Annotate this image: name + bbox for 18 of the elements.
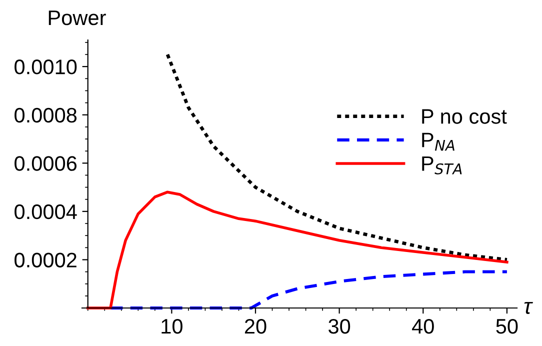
y-tick-label: 0.0004 [14, 204, 77, 220]
legend-label: P$_{NA}$ [422, 132, 454, 151]
line-series [86, 190, 508, 310]
x-tick-label: 30 [328, 318, 350, 334]
x-axis-title: τ [524, 302, 533, 314]
x-tick-label: 40 [412, 318, 434, 334]
y-tick-label: 0.0006 [14, 156, 77, 171]
y-tick-label: 0.0008 [14, 108, 77, 123]
line-series [166, 52, 509, 262]
legend-label: P no cost [422, 109, 507, 124]
x-tick-label: 10 [162, 318, 182, 334]
y-axis-title: Power [48, 10, 106, 26]
y-tick-label: 0.0002 [14, 252, 76, 268]
y-tick-label: 0.0010 [14, 60, 77, 74]
legend-label: P$_{STA}$ [422, 156, 462, 174]
line-series [108, 270, 508, 310]
x-tick-label: 20 [244, 318, 266, 334]
x-tick-label: 50 [496, 318, 518, 334]
